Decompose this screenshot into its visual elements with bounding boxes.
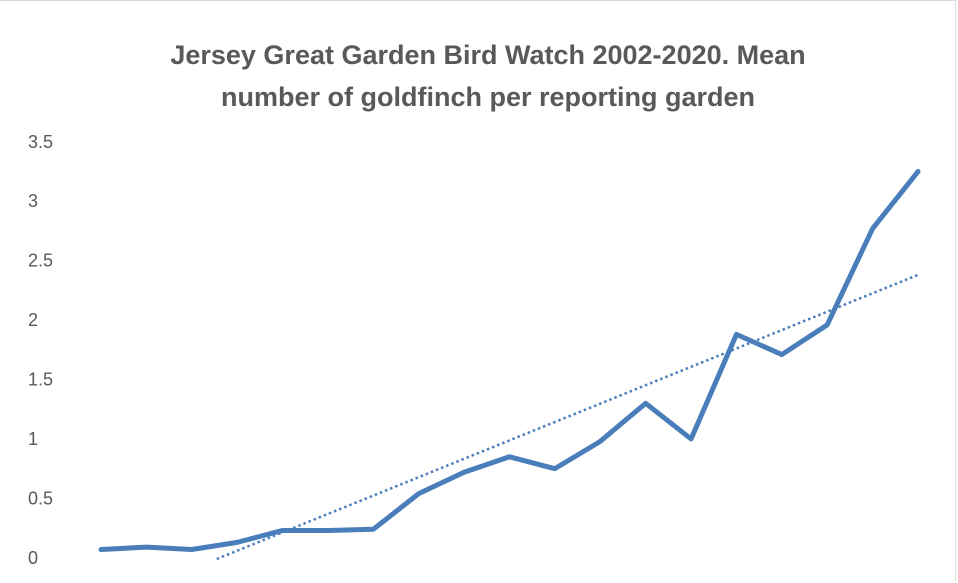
y-tick-label: 1.5 xyxy=(28,369,53,389)
y-tick-label: 2 xyxy=(28,310,38,330)
y-tick-label: 3.5 xyxy=(28,132,53,152)
chart-title: Jersey Great Garden Bird Watch 2002-2020… xyxy=(170,40,806,112)
data-line xyxy=(98,169,921,552)
y-tick-label: 0.5 xyxy=(28,488,53,508)
y-tick-label: 3 xyxy=(28,191,38,211)
trendline xyxy=(216,273,919,561)
y-tick-label: 0 xyxy=(28,548,38,568)
y-tick-label: 2.5 xyxy=(28,251,53,271)
y-tick-label: 1 xyxy=(28,429,38,449)
